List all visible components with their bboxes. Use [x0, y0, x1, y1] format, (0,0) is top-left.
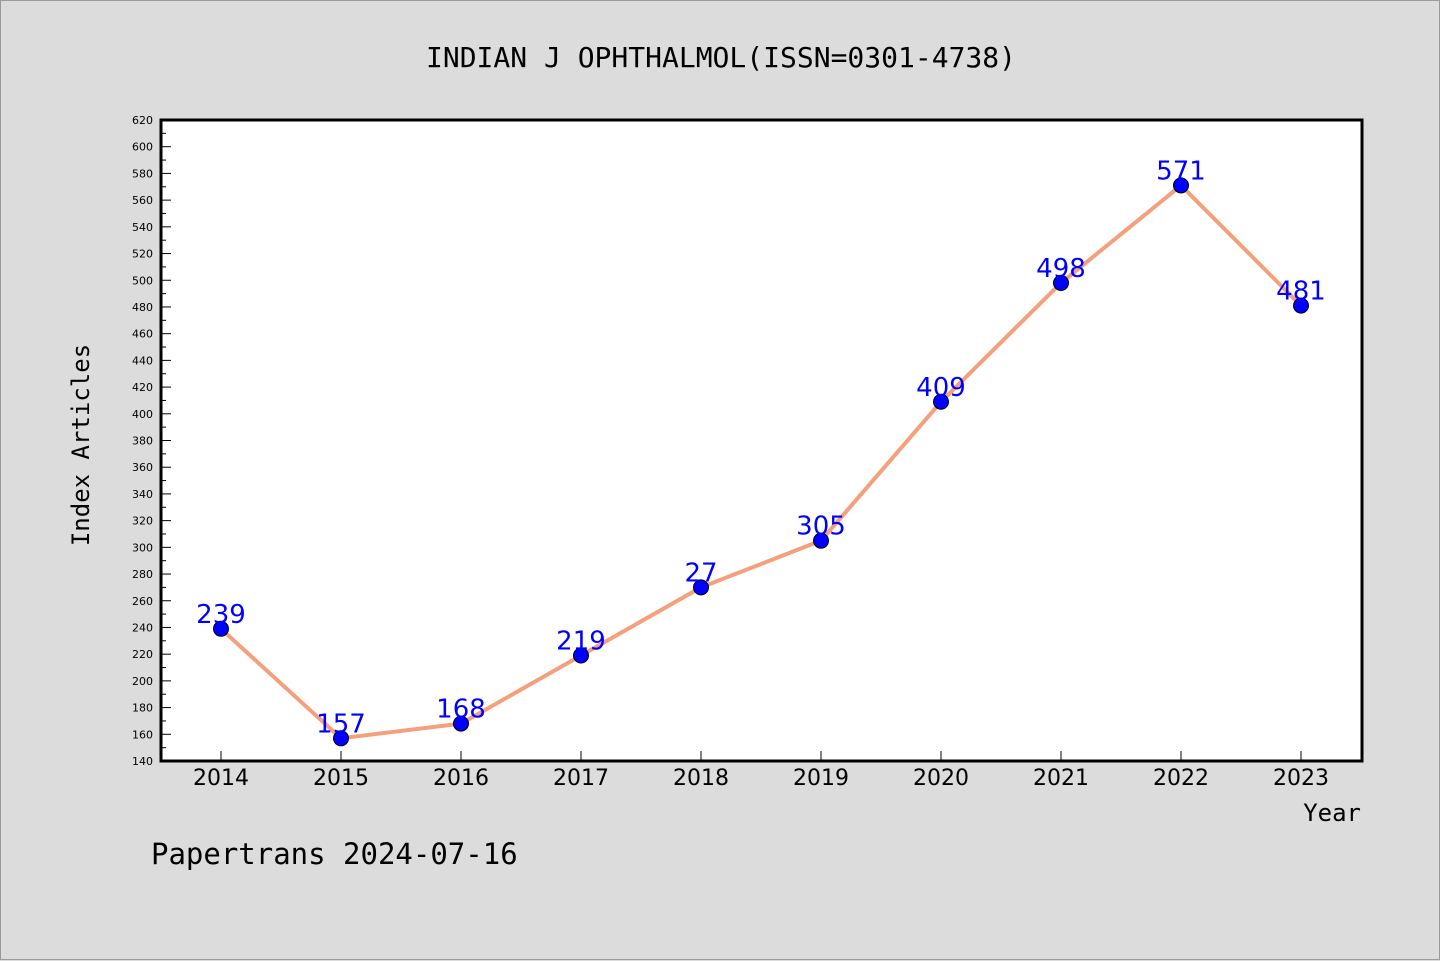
plot-area	[159, 118, 1364, 763]
x-axis: 2014 2015 2016 2017 2018 2019 2020 2021 2022 2023	[193, 751, 1329, 791]
data-label: 27	[684, 558, 717, 588]
y-tick-label: 420	[132, 381, 153, 394]
x-tick-label: 2023	[1273, 766, 1329, 791]
y-tick-label: 440	[132, 354, 153, 367]
y-tick-label: 520	[132, 248, 153, 261]
x-tick-label: 2018	[673, 766, 729, 791]
y-axis: 140 160 180 200 220 240 260 280 300 320 340 360 380 4…	[132, 114, 171, 768]
y-tick-label: 280	[132, 568, 153, 581]
data-point	[693, 579, 709, 596]
y-tick-label: 140	[132, 755, 153, 768]
data-point	[813, 532, 829, 549]
data-point	[1293, 297, 1309, 314]
x-axis-label: Year	[1303, 799, 1361, 827]
x-tick-label: 2019	[793, 766, 849, 791]
x-tick-label: 2022	[1153, 766, 1209, 791]
data-point	[1173, 177, 1189, 194]
y-tick-label: 500	[132, 274, 153, 287]
y-tick-label: 620	[132, 114, 153, 127]
data-point	[213, 620, 229, 637]
data-label: 168	[436, 695, 486, 725]
y-tick-label: 200	[132, 675, 153, 688]
data-point	[1053, 274, 1069, 291]
y-tick-label: 300	[132, 541, 153, 554]
y-tick-label: 360	[132, 461, 153, 474]
y-tick-label: 560	[132, 194, 153, 207]
data-label: 239	[196, 600, 246, 630]
data-label: 409	[916, 373, 966, 403]
data-label: 571	[1156, 156, 1206, 186]
y-tick-label: 460	[132, 328, 153, 341]
y-tick-label: 400	[132, 408, 153, 421]
x-tick-label: 2021	[1033, 766, 1089, 791]
y-tick-label: 340	[132, 488, 153, 501]
data-point	[933, 393, 949, 410]
x-tick-label: 2020	[913, 766, 969, 791]
data-label: 498	[1036, 254, 1086, 284]
data-label: 305	[796, 512, 846, 542]
x-tick-label: 2015	[313, 766, 369, 791]
data-label: 219	[556, 627, 606, 657]
data-point	[573, 647, 589, 664]
y-tick-label: 320	[132, 515, 153, 528]
chart-title: INDIAN J OPHTHALMOL(ISSN=0301-4738)	[426, 41, 1016, 74]
data-point	[333, 730, 349, 747]
y-tick-label: 580	[132, 167, 153, 180]
x-tick-label: 2017	[553, 766, 609, 791]
data-point	[453, 715, 469, 732]
x-tick-label: 2014	[193, 766, 249, 791]
y-tick-label: 540	[132, 221, 153, 234]
y-tick-label: 180	[132, 702, 153, 715]
x-tick-label: 2016	[433, 766, 489, 791]
y-tick-label: 220	[132, 648, 153, 661]
series-layer: 239 157 168 219 27 305 409 498 571 481	[196, 156, 1326, 747]
y-tick-label: 600	[132, 141, 153, 154]
y-tick-label: 240	[132, 621, 153, 634]
series-line	[219, 183, 1303, 741]
data-label: 481	[1276, 277, 1326, 307]
y-tick-label: 160	[132, 728, 153, 741]
data-label: 157	[316, 709, 366, 739]
y-tick-label: 480	[132, 301, 153, 314]
y-tick-label: 380	[132, 435, 153, 448]
y-axis-label: Index Articles	[67, 344, 95, 546]
y-tick-label: 260	[132, 595, 153, 608]
footer-text: Papertrans 2024-07-16	[151, 837, 518, 871]
